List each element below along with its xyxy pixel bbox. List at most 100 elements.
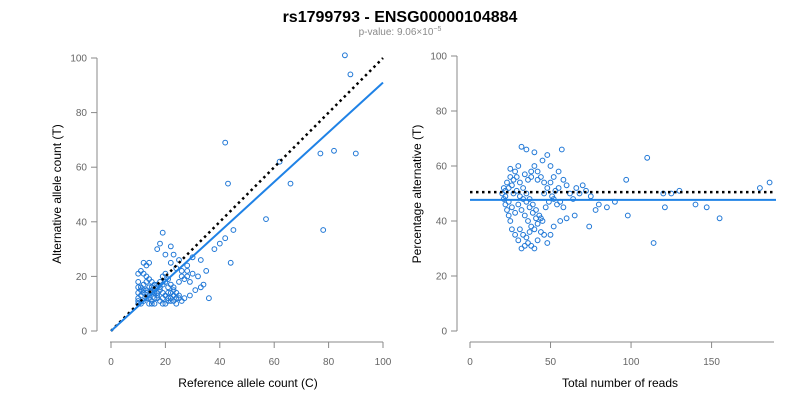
data-point [558,146,565,153]
data-point [352,150,359,157]
data-point [512,168,518,175]
data-point [509,204,515,211]
p-value-exponent: −5 [433,26,441,33]
y-tick-label: 40 [76,217,88,228]
data-point [534,176,541,183]
data-point [557,218,564,224]
data-point [512,231,518,238]
data-point [531,245,538,252]
x-tick-label: 100 [375,357,392,368]
data-point [520,185,526,191]
x-tick-label: 60 [269,357,281,368]
data-point [197,257,204,263]
data-point [505,212,512,219]
data-point [187,279,193,285]
data-point [211,246,218,253]
data-point [151,295,158,302]
data-point [162,279,169,285]
data-point [521,212,528,219]
data-point [587,193,594,200]
y-tick-label: 20 [436,272,448,283]
data-point [165,289,172,296]
x-axis-label: Total number of reads [562,376,678,390]
data-point [167,289,174,296]
data-point [178,298,185,304]
data-point [547,179,554,186]
data-point [604,204,610,211]
x-tick-labels: 0 50 100 150 [467,342,720,368]
data-point [534,237,541,244]
data-point [143,279,150,285]
data-point [157,240,163,247]
data-point [538,174,544,180]
data-point [184,273,191,280]
data-point [162,270,169,277]
data-point [507,165,514,172]
x-tick-label: 0 [108,357,114,368]
y-tick-labels: 0 20 40 60 80 100 [70,54,97,338]
data-point [167,259,174,266]
data-point [162,251,169,258]
data-point [703,204,710,211]
x-tick-label: 20 [160,357,172,368]
data-point [509,226,515,233]
y-tick-label: 40 [436,217,448,228]
data-point [154,289,161,296]
data-point [531,163,538,169]
data-point [181,295,188,302]
data-point [176,279,182,285]
scatter-panel-percentage: 0 50 100 150 0 20 40 60 80 100 Total number of r… [410,52,776,390]
data-point [563,215,570,222]
data-point [263,216,269,223]
data-point [523,234,530,241]
data-point [138,287,144,294]
data-point [528,242,535,249]
data-point [151,300,158,307]
chart-title: rs1799793 - ENSG00000104884 [283,9,518,26]
y-tick-labels: 0 20 40 60 80 100 [430,52,457,338]
reference-line [110,57,384,332]
y-tick-label: 100 [70,54,87,65]
data-point [189,254,196,261]
data-point [547,163,554,169]
data-point [525,240,531,246]
data-point [178,273,185,280]
data-point [187,292,193,299]
y-tick-label: 0 [441,327,447,338]
y-axis-label: Percentage alternative (T) [410,125,424,264]
data-point [502,193,509,200]
data-point [504,179,510,186]
data-point [135,270,142,277]
data-point [550,223,557,230]
x-tick-label: 40 [214,357,226,368]
y-tick-label: 60 [76,163,88,174]
data-point [276,158,283,165]
data-point [528,174,535,180]
data-point [547,231,554,238]
data-point [159,300,166,307]
data-point [534,220,541,227]
data-point [184,268,191,274]
data-point [505,185,512,191]
data-point [222,235,229,242]
data-point [507,218,514,224]
data-point [668,190,675,197]
data-point [206,295,212,302]
data-point [541,179,547,186]
data-point [555,168,562,175]
data-point [518,245,525,252]
data-point [539,157,546,164]
data-point [515,201,522,208]
data-point [544,152,551,158]
data-point [650,240,657,246]
data-point [513,187,520,194]
data-point [513,174,520,180]
data-point [525,176,531,183]
data-point [579,182,586,189]
data-point [331,147,337,154]
data-point [192,287,199,294]
data-point [157,279,163,285]
data-point [586,223,593,230]
data-point [536,212,543,219]
data-point [676,187,683,194]
